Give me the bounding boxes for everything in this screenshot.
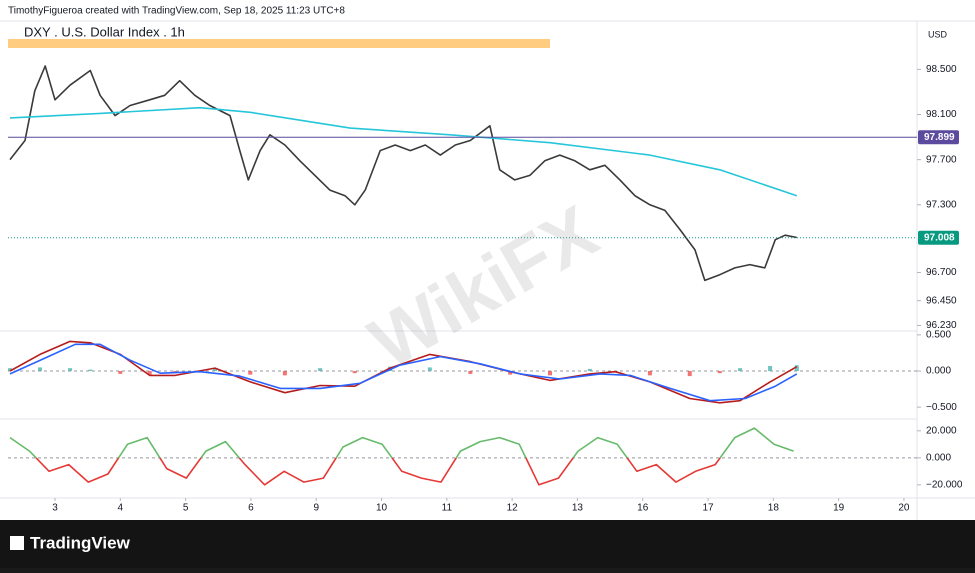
y-tick-label: 98.100 xyxy=(926,109,957,120)
histogram-bar xyxy=(282,371,287,376)
histogram-bar xyxy=(427,367,432,372)
x-tick-label: 12 xyxy=(507,503,519,514)
logo-text: TradingView xyxy=(30,533,131,552)
series-line xyxy=(34,457,722,486)
histogram-bar xyxy=(717,371,722,374)
histogram-bar xyxy=(352,371,357,374)
y-tick-label: −20.000 xyxy=(926,479,963,490)
pane xyxy=(8,340,917,404)
price-label-box xyxy=(918,230,959,245)
histogram-bar xyxy=(213,368,218,372)
histogram-bar xyxy=(587,368,592,372)
pane xyxy=(8,427,917,486)
histogram-bar xyxy=(147,371,152,375)
x-tick-label: 9 xyxy=(313,503,319,514)
histogram-bar xyxy=(248,371,253,375)
y-tick-label: 96.700 xyxy=(926,267,957,278)
x-tick-label: 11 xyxy=(442,503,453,514)
x-tick-label: 16 xyxy=(637,503,649,514)
x-tick-label: 10 xyxy=(376,503,388,514)
y-tick-label: 96.230 xyxy=(926,320,957,331)
price-label: 97.008 xyxy=(924,232,955,243)
y-tick-label: 97.700 xyxy=(926,154,957,165)
histogram-bar xyxy=(8,368,12,372)
title-highlight xyxy=(8,39,550,48)
series-line xyxy=(9,65,797,282)
histogram-bar xyxy=(768,365,773,372)
chart-title: DXY . U.S. Dollar Index . 1h xyxy=(24,24,185,39)
y-tick-label: 98.500 xyxy=(926,64,957,75)
histogram-bar xyxy=(68,368,73,372)
footer-bar xyxy=(0,520,975,568)
pane xyxy=(9,65,798,282)
histogram-bar xyxy=(647,371,652,376)
x-tick-label: 3 xyxy=(52,503,58,514)
price-label-box xyxy=(918,130,959,145)
x-tick-label: 17 xyxy=(702,503,714,514)
histogram-bar xyxy=(738,368,743,372)
x-tick-label: 4 xyxy=(118,503,124,514)
y-tick-label: 0.500 xyxy=(926,330,951,341)
histogram-bar xyxy=(687,371,692,377)
histogram-bar xyxy=(794,365,799,372)
x-tick-label: 20 xyxy=(898,503,910,514)
x-tick-label: 19 xyxy=(833,503,845,514)
attribution: TimothyFigueroa created with TradingView… xyxy=(8,6,345,17)
background xyxy=(0,0,975,520)
histogram-bar xyxy=(118,371,123,374)
histogram-bar xyxy=(468,371,473,374)
histogram-bar xyxy=(37,367,42,372)
y-tick-label: 97.300 xyxy=(926,199,957,210)
price-label: 97.899 xyxy=(924,132,955,143)
logo-mark xyxy=(10,536,24,550)
y-tick-label: 0.000 xyxy=(926,452,951,463)
series-line xyxy=(9,427,794,458)
histogram-bar xyxy=(318,368,323,372)
y-tick-label: −0.500 xyxy=(926,402,957,413)
y-tick-label: 0.000 xyxy=(926,366,951,377)
x-tick-label: 18 xyxy=(768,503,780,514)
y-tick-label: 96.450 xyxy=(926,295,957,306)
histogram-bar xyxy=(548,371,553,376)
y-tick-label: 20.000 xyxy=(926,425,957,436)
currency: USD xyxy=(928,29,948,39)
x-tick-label: 6 xyxy=(248,503,254,514)
series-line xyxy=(9,106,798,197)
histogram-bar xyxy=(88,369,93,372)
x-tick-label: 13 xyxy=(572,503,584,514)
histogram-bar xyxy=(508,371,513,375)
series-line xyxy=(9,343,798,402)
x-tick-label: 5 xyxy=(183,503,189,514)
histogram-bar xyxy=(173,371,178,373)
